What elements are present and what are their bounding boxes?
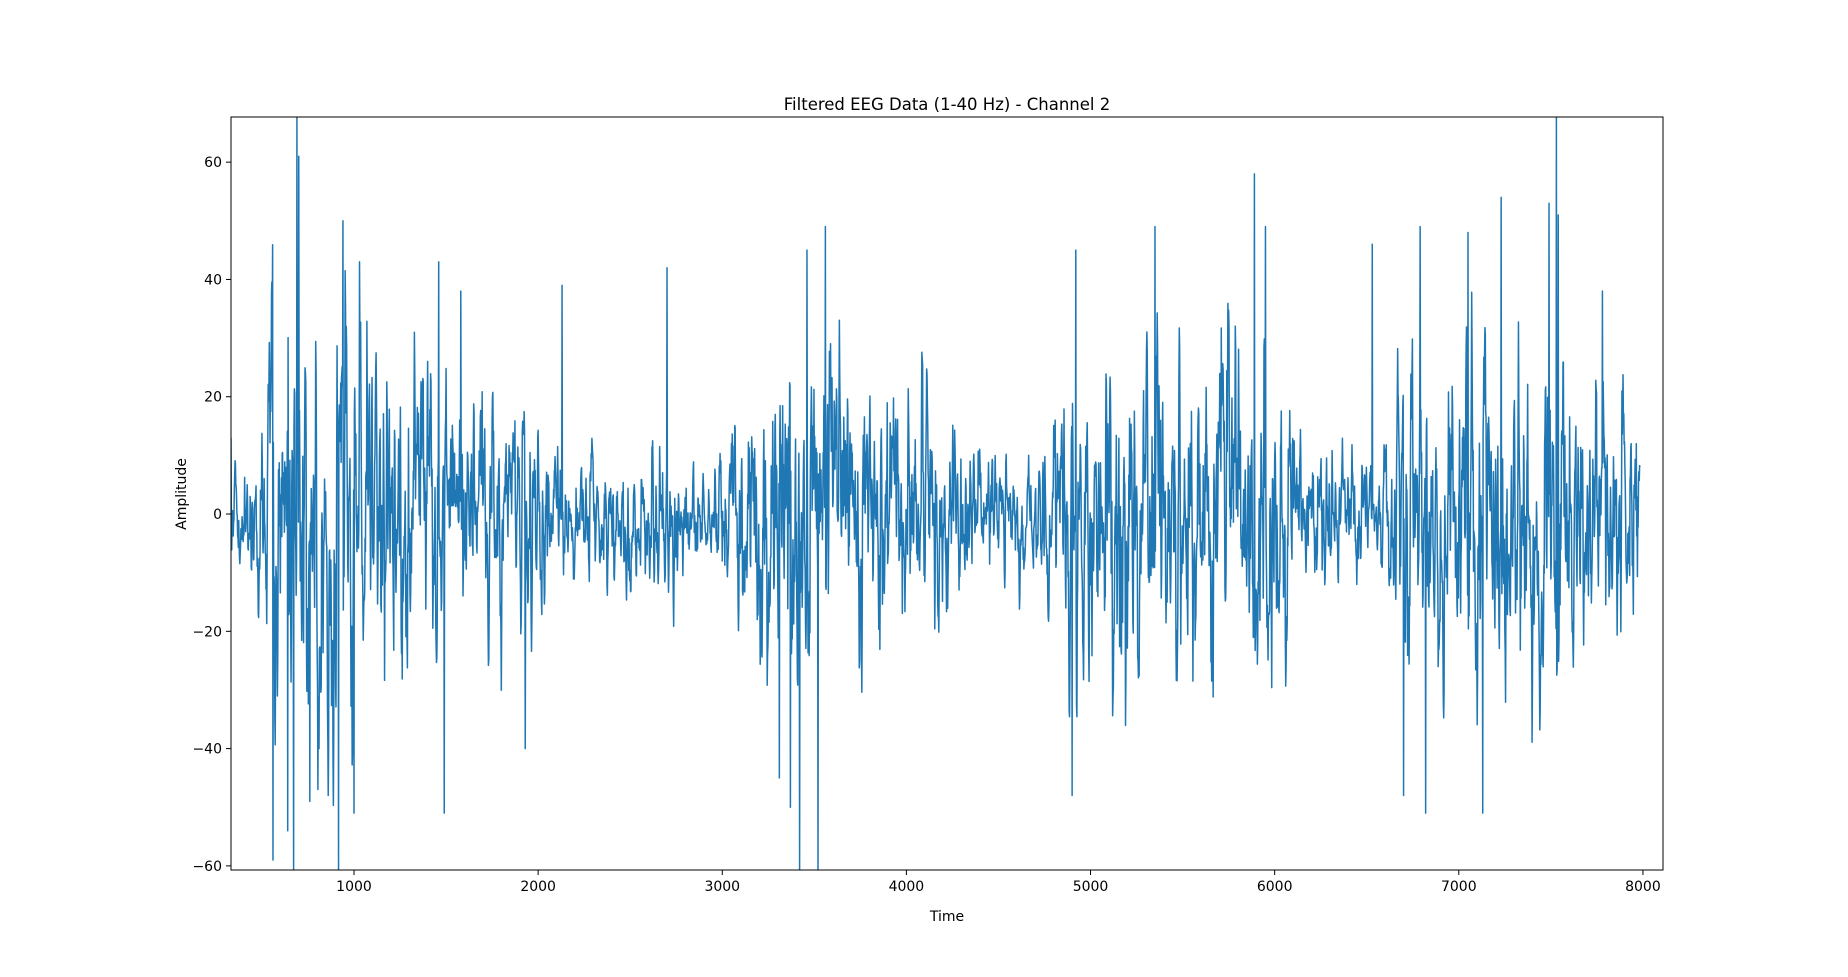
- x-tick-label: 8000: [1625, 879, 1661, 895]
- x-tick-label: 3000: [704, 879, 740, 895]
- axes-frame: [230, 116, 1664, 871]
- chart-title: Filtered EEG Data (1-40 Hz) - Channel 2: [784, 95, 1110, 114]
- eeg-signal-line: [231, 117, 1641, 870]
- x-axis-label: Time: [929, 909, 964, 925]
- y-tick-label: 0: [213, 507, 222, 523]
- y-axis-ticks: −60 −40 −20 0 20 40 60: [192, 155, 231, 875]
- x-tick-label: 5000: [1073, 879, 1109, 895]
- y-tick-label: −40: [192, 742, 222, 758]
- y-tick-label: 60: [204, 155, 222, 171]
- x-axis-ticks: 1000 2000 3000 4000 5000 6000 7000 8000: [336, 870, 1661, 895]
- x-tick-label: 4000: [889, 879, 925, 895]
- x-tick-label: 2000: [520, 879, 556, 895]
- x-tick-label: 1000: [336, 879, 372, 895]
- y-axis-label: Amplitude: [174, 458, 190, 530]
- x-tick-label: 7000: [1441, 879, 1477, 895]
- y-tick-label: −20: [192, 624, 222, 640]
- y-tick-label: 40: [204, 272, 222, 288]
- x-tick-label: 6000: [1257, 879, 1293, 895]
- y-tick-label: −60: [192, 859, 222, 875]
- y-tick-label: 20: [204, 390, 222, 406]
